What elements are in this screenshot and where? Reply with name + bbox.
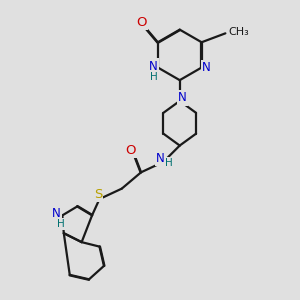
Text: CH₃: CH₃ xyxy=(228,27,249,37)
Text: O: O xyxy=(125,143,136,157)
Text: N: N xyxy=(52,207,61,220)
Text: N: N xyxy=(149,59,158,73)
Text: H: H xyxy=(165,158,172,168)
Text: S: S xyxy=(94,188,102,201)
Text: H: H xyxy=(57,219,65,229)
Text: H: H xyxy=(149,72,157,82)
Text: N: N xyxy=(156,152,165,165)
Text: O: O xyxy=(136,16,147,29)
Text: N: N xyxy=(178,92,187,104)
Text: N: N xyxy=(202,61,210,74)
